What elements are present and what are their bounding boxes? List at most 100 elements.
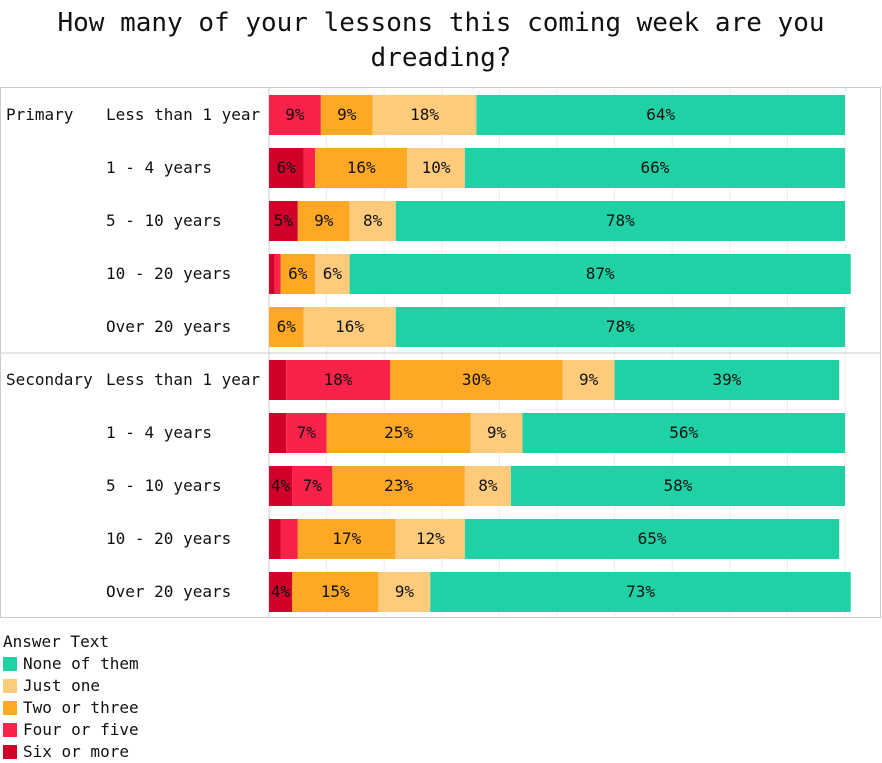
- bar-segment-none-of-them: [464, 519, 840, 559]
- bar-segment-six-or-more: [269, 360, 287, 400]
- data-label: 5%: [274, 211, 294, 230]
- data-label: 30%: [462, 370, 491, 389]
- legend-swatch: [3, 701, 17, 715]
- legend: Answer Text None of them Just one Two or t…: [3, 631, 139, 763]
- category-label: 10 - 20 years: [106, 529, 232, 548]
- category-label: 1 - 4 years: [106, 423, 212, 442]
- bar-segment-just-one: [372, 95, 477, 135]
- category-label: Less than 1 year: [106, 370, 261, 389]
- chart-title-line: How many of your lessons this coming wee…: [57, 8, 825, 38]
- data-label: 78%: [606, 211, 635, 230]
- data-label: 16%: [347, 158, 376, 177]
- data-label: 18%: [324, 370, 353, 389]
- bar-segment-six-or-more: [269, 519, 281, 559]
- bar-segment-none-of-them: [614, 360, 840, 400]
- bar-segment-six-or-more: [269, 466, 293, 506]
- data-label: 9%: [395, 582, 415, 601]
- bar-segment-four-or-five: [280, 519, 298, 559]
- bar-segment-two-or-three: [280, 254, 316, 294]
- data-label: 65%: [638, 529, 667, 548]
- bar-segment-six-or-more: [269, 201, 298, 241]
- bar-segment-just-one: [303, 307, 396, 347]
- data-label: 58%: [664, 476, 693, 495]
- data-label: 9%: [314, 211, 334, 230]
- data-label: 64%: [646, 105, 675, 124]
- data-label: 8%: [363, 211, 383, 230]
- data-label: 87%: [586, 264, 615, 283]
- bar-segment-six-or-more: [269, 148, 304, 188]
- bar-segment-none-of-them: [395, 201, 845, 241]
- legend-label: Six or more: [23, 742, 129, 761]
- bar-segment-two-or-three: [332, 466, 465, 506]
- category-label: 5 - 10 years: [106, 211, 222, 230]
- bar-segment-none-of-them: [522, 413, 845, 453]
- bar-segment-none-of-them: [430, 572, 851, 612]
- data-label: 6%: [277, 317, 297, 336]
- bar-segment-two-or-three: [269, 307, 304, 347]
- plot-panel: 9% 9% 18% 64% 6% 16% 10% 66% 5% 9% 8% 78% 6% 6% 87% 6% 1…: [0, 87, 881, 618]
- category-label: 10 - 20 years: [106, 264, 232, 283]
- legend-label: Two or three: [23, 698, 139, 717]
- data-label: 9%: [285, 105, 305, 124]
- bar-segment-four-or-five: [286, 413, 327, 453]
- bar-segment-just-one: [470, 413, 523, 453]
- bar-segment-four-or-five: [269, 95, 321, 135]
- data-label: 56%: [669, 423, 698, 442]
- data-label: 7%: [297, 423, 317, 442]
- data-label: 6%: [323, 264, 343, 283]
- legend-label: None of them: [23, 654, 139, 673]
- bar-segment-none-of-them: [349, 254, 851, 294]
- bar-segment-just-one: [315, 254, 350, 294]
- data-label: 10%: [422, 158, 451, 177]
- data-label: 9%: [337, 105, 357, 124]
- group-label: Secondary: [6, 370, 93, 389]
- legend-item[interactable]: Just one: [3, 675, 139, 697]
- bar-segment-six-or-more: [269, 254, 275, 294]
- data-label: 39%: [712, 370, 741, 389]
- data-label: 66%: [640, 158, 669, 177]
- bar-segment-just-one: [395, 519, 465, 559]
- bar-segment-none-of-them: [464, 148, 845, 188]
- bar-segment-two-or-three: [320, 95, 373, 135]
- bar-segment-two-or-three: [297, 201, 350, 241]
- bar-segment-two-or-three: [326, 413, 471, 453]
- data-label: 8%: [478, 476, 498, 495]
- bar-segment-four-or-five: [292, 466, 333, 506]
- legend-item[interactable]: None of them: [3, 653, 139, 675]
- bar-segment-none-of-them: [395, 307, 845, 347]
- data-label: 16%: [335, 317, 364, 336]
- data-label: 78%: [606, 317, 635, 336]
- legend-item[interactable]: Two or three: [3, 697, 139, 719]
- legend-swatch: [3, 679, 17, 693]
- data-label: 4%: [271, 476, 291, 495]
- chart-title-line: dreading?: [370, 43, 512, 73]
- bar-segment-just-one: [407, 148, 465, 188]
- category-label: Less than 1 year: [106, 105, 261, 124]
- data-label: 18%: [410, 105, 439, 124]
- legend-title: Answer Text: [3, 632, 109, 651]
- legend-label: Four or five: [23, 720, 139, 739]
- bar-segment-two-or-three: [389, 360, 563, 400]
- data-label: 6%: [277, 158, 297, 177]
- data-label: 25%: [384, 423, 413, 442]
- bar-segment-none-of-them: [476, 95, 845, 135]
- data-label: 12%: [416, 529, 445, 548]
- bar-segment-four-or-five: [274, 254, 281, 294]
- data-label: 17%: [332, 529, 361, 548]
- legend-item[interactable]: Six or more: [3, 741, 139, 763]
- data-label: 15%: [321, 582, 350, 601]
- legend-swatch: [3, 745, 17, 759]
- data-label: 4%: [271, 582, 291, 601]
- legend-swatch: [3, 723, 17, 737]
- legend-label: Just one: [23, 676, 101, 695]
- category-label: Over 20 years: [106, 317, 232, 336]
- data-label: 73%: [626, 582, 655, 601]
- chart-title: How many of your lessons this coming wee…: [0, 6, 882, 76]
- category-label: 5 - 10 years: [106, 476, 222, 495]
- bar-segment-six-or-more: [269, 572, 293, 612]
- bar-segment-two-or-three: [315, 148, 408, 188]
- bar-segment-two-or-three: [292, 572, 379, 612]
- bar-segment-four-or-five: [286, 360, 390, 400]
- bar-segment-six-or-more: [269, 413, 287, 453]
- legend-item[interactable]: Four or five: [3, 719, 139, 741]
